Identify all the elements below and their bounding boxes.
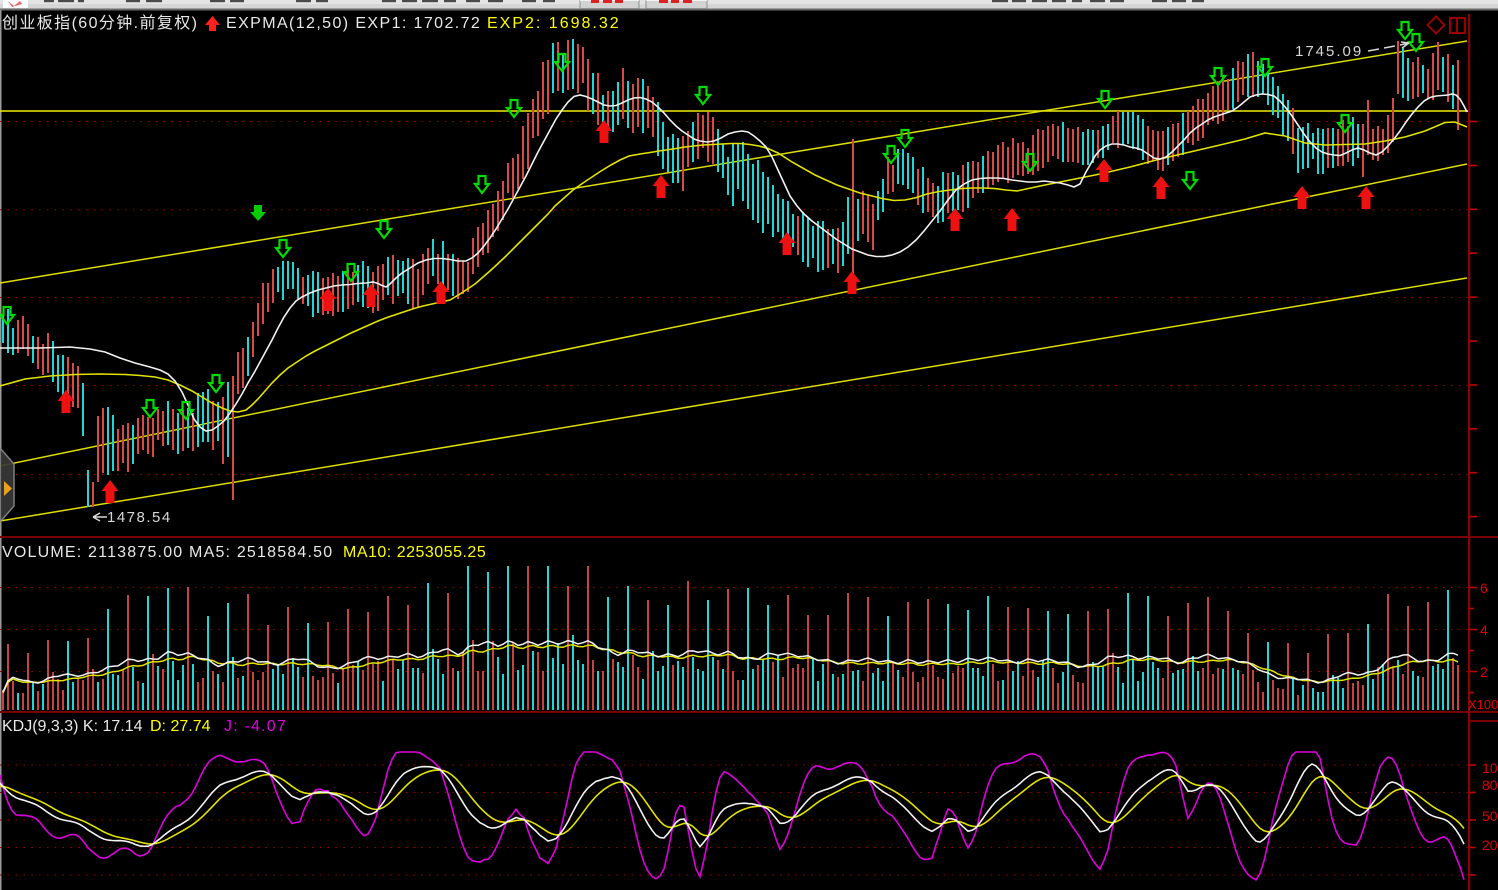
svg-text:VOLUME: 2113875.00 MA5: 25185: VOLUME: 2113875.00 MA5: 2518584.50: [2, 544, 333, 561]
svg-text:D: 27.74: D: 27.74: [150, 718, 211, 735]
svg-text:J: -4.07: J: -4.07: [224, 718, 287, 735]
svg-text:50: 50: [1482, 808, 1498, 824]
svg-text:6: 6: [1480, 580, 1488, 596]
svg-text:MA10: 2253055.25: MA10: 2253055.25: [343, 544, 486, 561]
svg-text:1478.54: 1478.54: [107, 509, 172, 526]
svg-text:100: 100: [1482, 760, 1498, 776]
svg-text:4: 4: [1480, 622, 1488, 638]
svg-text:2: 2: [1480, 664, 1488, 680]
svg-text:创业板指(60分钟.前复权): 创业板指(60分钟.前复权): [2, 14, 197, 32]
svg-text:1745.09: 1745.09: [1295, 43, 1363, 60]
svg-text:20: 20: [1482, 837, 1498, 853]
svg-text:X10000: X10000: [1468, 697, 1498, 712]
svg-text:EXP2: 1698.32: EXP2: 1698.32: [487, 15, 621, 32]
svg-text:KDJ(9,3,3) K: 17.14: KDJ(9,3,3) K: 17.14: [2, 718, 143, 735]
svg-text:EXPMA(12,50) EXP1: 1702.72: EXPMA(12,50) EXP1: 1702.72: [226, 15, 481, 32]
svg-text:80: 80: [1482, 777, 1498, 793]
